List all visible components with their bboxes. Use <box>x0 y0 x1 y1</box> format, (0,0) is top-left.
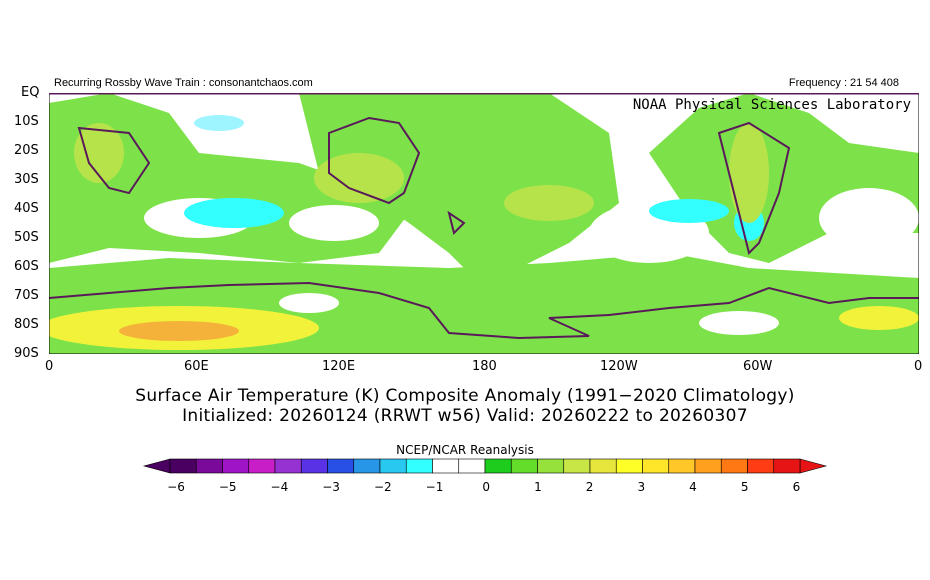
colorbar-swatch <box>327 458 355 474</box>
south-america-coast <box>717 121 791 255</box>
colorbar-swatch <box>615 458 643 474</box>
colorbar-swatch <box>353 458 381 474</box>
yellow-region-antarctic-east <box>839 306 919 330</box>
colorbar-swatch <box>668 458 696 474</box>
frequency-label: Frequency : 21 54 408 <box>788 77 899 89</box>
colorbar-swatch <box>642 458 670 474</box>
lat-label: EQ <box>21 85 40 100</box>
colorbar-swatch <box>274 458 302 474</box>
yellow-region-africa <box>74 123 124 183</box>
colorbar-tick-label: 2 <box>586 480 594 494</box>
lat-label: 10S <box>14 114 39 129</box>
cyan-region-3 <box>194 115 244 131</box>
colorbar-swatch <box>747 458 775 474</box>
colorbar-tick-label: −5 <box>219 480 237 494</box>
lat-label: 40S <box>14 201 39 216</box>
yellow-region-samerica <box>729 123 769 223</box>
colorbar-swatch <box>510 458 538 474</box>
colorbar-tick-label: 1 <box>534 480 542 494</box>
lon-label: 0 <box>45 359 54 374</box>
colorbar-swatch <box>589 458 617 474</box>
lat-label: 20S <box>14 143 39 158</box>
colorbar-tick-label: −2 <box>374 480 392 494</box>
lat-label: 60S <box>14 259 39 274</box>
lon-label: 60E <box>184 359 209 374</box>
colorbar-tick-label: −1 <box>426 480 444 494</box>
colorbar-swatch <box>379 458 407 474</box>
lat-label: 50S <box>14 230 39 245</box>
lat-label: 30S <box>14 172 39 187</box>
new-zealand-coast <box>447 210 466 235</box>
colorbar-title: NCEP/NCAR Reanalysis <box>396 443 534 457</box>
lon-label: 120E <box>322 359 356 374</box>
colorbar-tick-label: 3 <box>637 480 645 494</box>
colorbar-tick-label: −6 <box>167 480 185 494</box>
colorbar-tick-label: 0 <box>482 480 490 494</box>
colorbar-tick-label: −4 <box>271 480 289 494</box>
cyan-region-2 <box>649 199 729 223</box>
source-credit: Recurring Rossby Wave Train : consonantc… <box>54 77 313 89</box>
colorbar-tick-label: −3 <box>322 480 340 494</box>
coastlines <box>49 116 919 340</box>
colorbar-ticks: −6 −5 −4 −3 −2 −1 0 1 2 3 4 5 6 <box>167 480 800 494</box>
colorbar-swatch <box>484 458 512 474</box>
lon-label: 120W <box>600 359 638 374</box>
lat-label: 80S <box>14 317 39 332</box>
colorbar-tick-label: 5 <box>741 480 749 494</box>
anomaly-field <box>49 93 919 354</box>
colorbar-tick-label: 6 <box>793 480 801 494</box>
colorbar-swatch <box>694 458 722 474</box>
white-hole-6 <box>699 311 779 335</box>
lat-label: 70S <box>14 288 39 303</box>
australia-coast <box>328 116 421 205</box>
chart-title: Surface Air Temperature (K) Composite An… <box>135 386 795 406</box>
lon-label: 180 <box>472 359 497 374</box>
colorbar-swatch <box>195 458 223 474</box>
yellow-region-australia <box>314 153 404 203</box>
lon-label: 0 <box>914 359 923 374</box>
white-hole-4 <box>819 188 919 248</box>
colorbar-swatch <box>169 458 197 474</box>
white-hole-5 <box>279 293 339 313</box>
yellow-region-pacific <box>504 185 594 221</box>
colorbar-arrow-left <box>142 458 171 474</box>
colorbar-swatch <box>432 458 460 474</box>
colorbar-swatch <box>222 458 250 474</box>
colorbar-swatch <box>720 458 748 474</box>
colorbar-swatch <box>458 458 486 474</box>
colorbar-swatch <box>405 458 433 474</box>
anomaly-map: NOAA Physical Sciences Laboratory <box>49 93 919 354</box>
lat-label: 90S <box>14 346 39 361</box>
antarctica-coast <box>49 281 919 340</box>
lon-label: 60W <box>743 359 773 374</box>
colorbar-swatch <box>773 458 801 474</box>
colorbar-swatch <box>300 458 328 474</box>
colorbar-tick-label: 4 <box>689 480 697 494</box>
colorbar-swatches <box>142 458 828 474</box>
cyan-region-1 <box>184 198 284 228</box>
africa-coast <box>77 126 151 195</box>
colorbar-swatch <box>248 458 276 474</box>
colorbar-swatch <box>563 458 591 474</box>
chart-subtitle: Initialized: 20260124 (RRWT w56) Valid: … <box>182 406 748 426</box>
colorbar-arrow-right <box>799 458 828 474</box>
orange-region-antarctic-west <box>119 321 239 341</box>
white-hole-2 <box>289 205 379 241</box>
colorbar-swatch <box>537 458 565 474</box>
noaa-watermark: NOAA Physical Sciences Laboratory <box>633 97 911 113</box>
green-region-pacific <box>299 93 619 283</box>
colorbar: −6 −5 −4 −3 −2 −1 0 1 2 3 4 5 6 <box>142 458 828 494</box>
